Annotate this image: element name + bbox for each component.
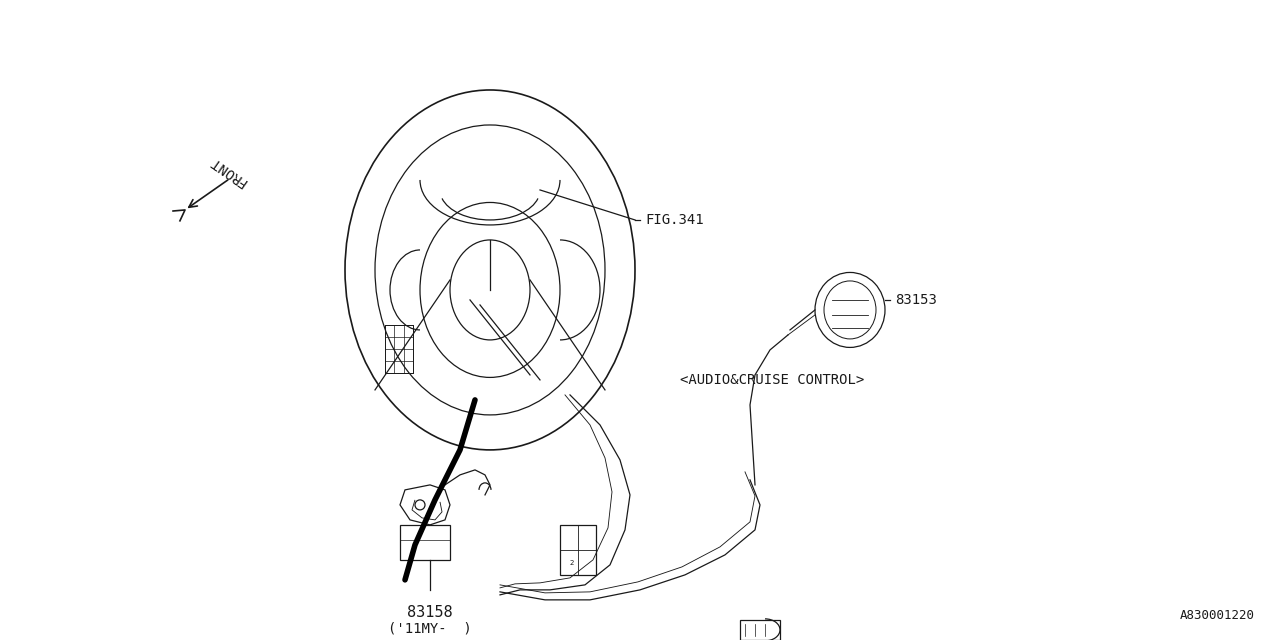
Text: 2: 2 — [570, 560, 575, 566]
Bar — [561, 525, 596, 575]
Text: <AUDIO&CRUISE CONTROL>: <AUDIO&CRUISE CONTROL> — [680, 373, 864, 387]
Text: FIG.341: FIG.341 — [645, 213, 704, 227]
Bar — [740, 620, 780, 640]
Text: 83158: 83158 — [407, 605, 453, 620]
Bar — [385, 325, 413, 373]
Text: FRONT: FRONT — [207, 154, 250, 189]
Text: A830001220: A830001220 — [1180, 609, 1254, 622]
Text: ('11MY-  ): ('11MY- ) — [388, 622, 472, 636]
Bar — [399, 525, 451, 560]
Text: 83153: 83153 — [895, 293, 937, 307]
